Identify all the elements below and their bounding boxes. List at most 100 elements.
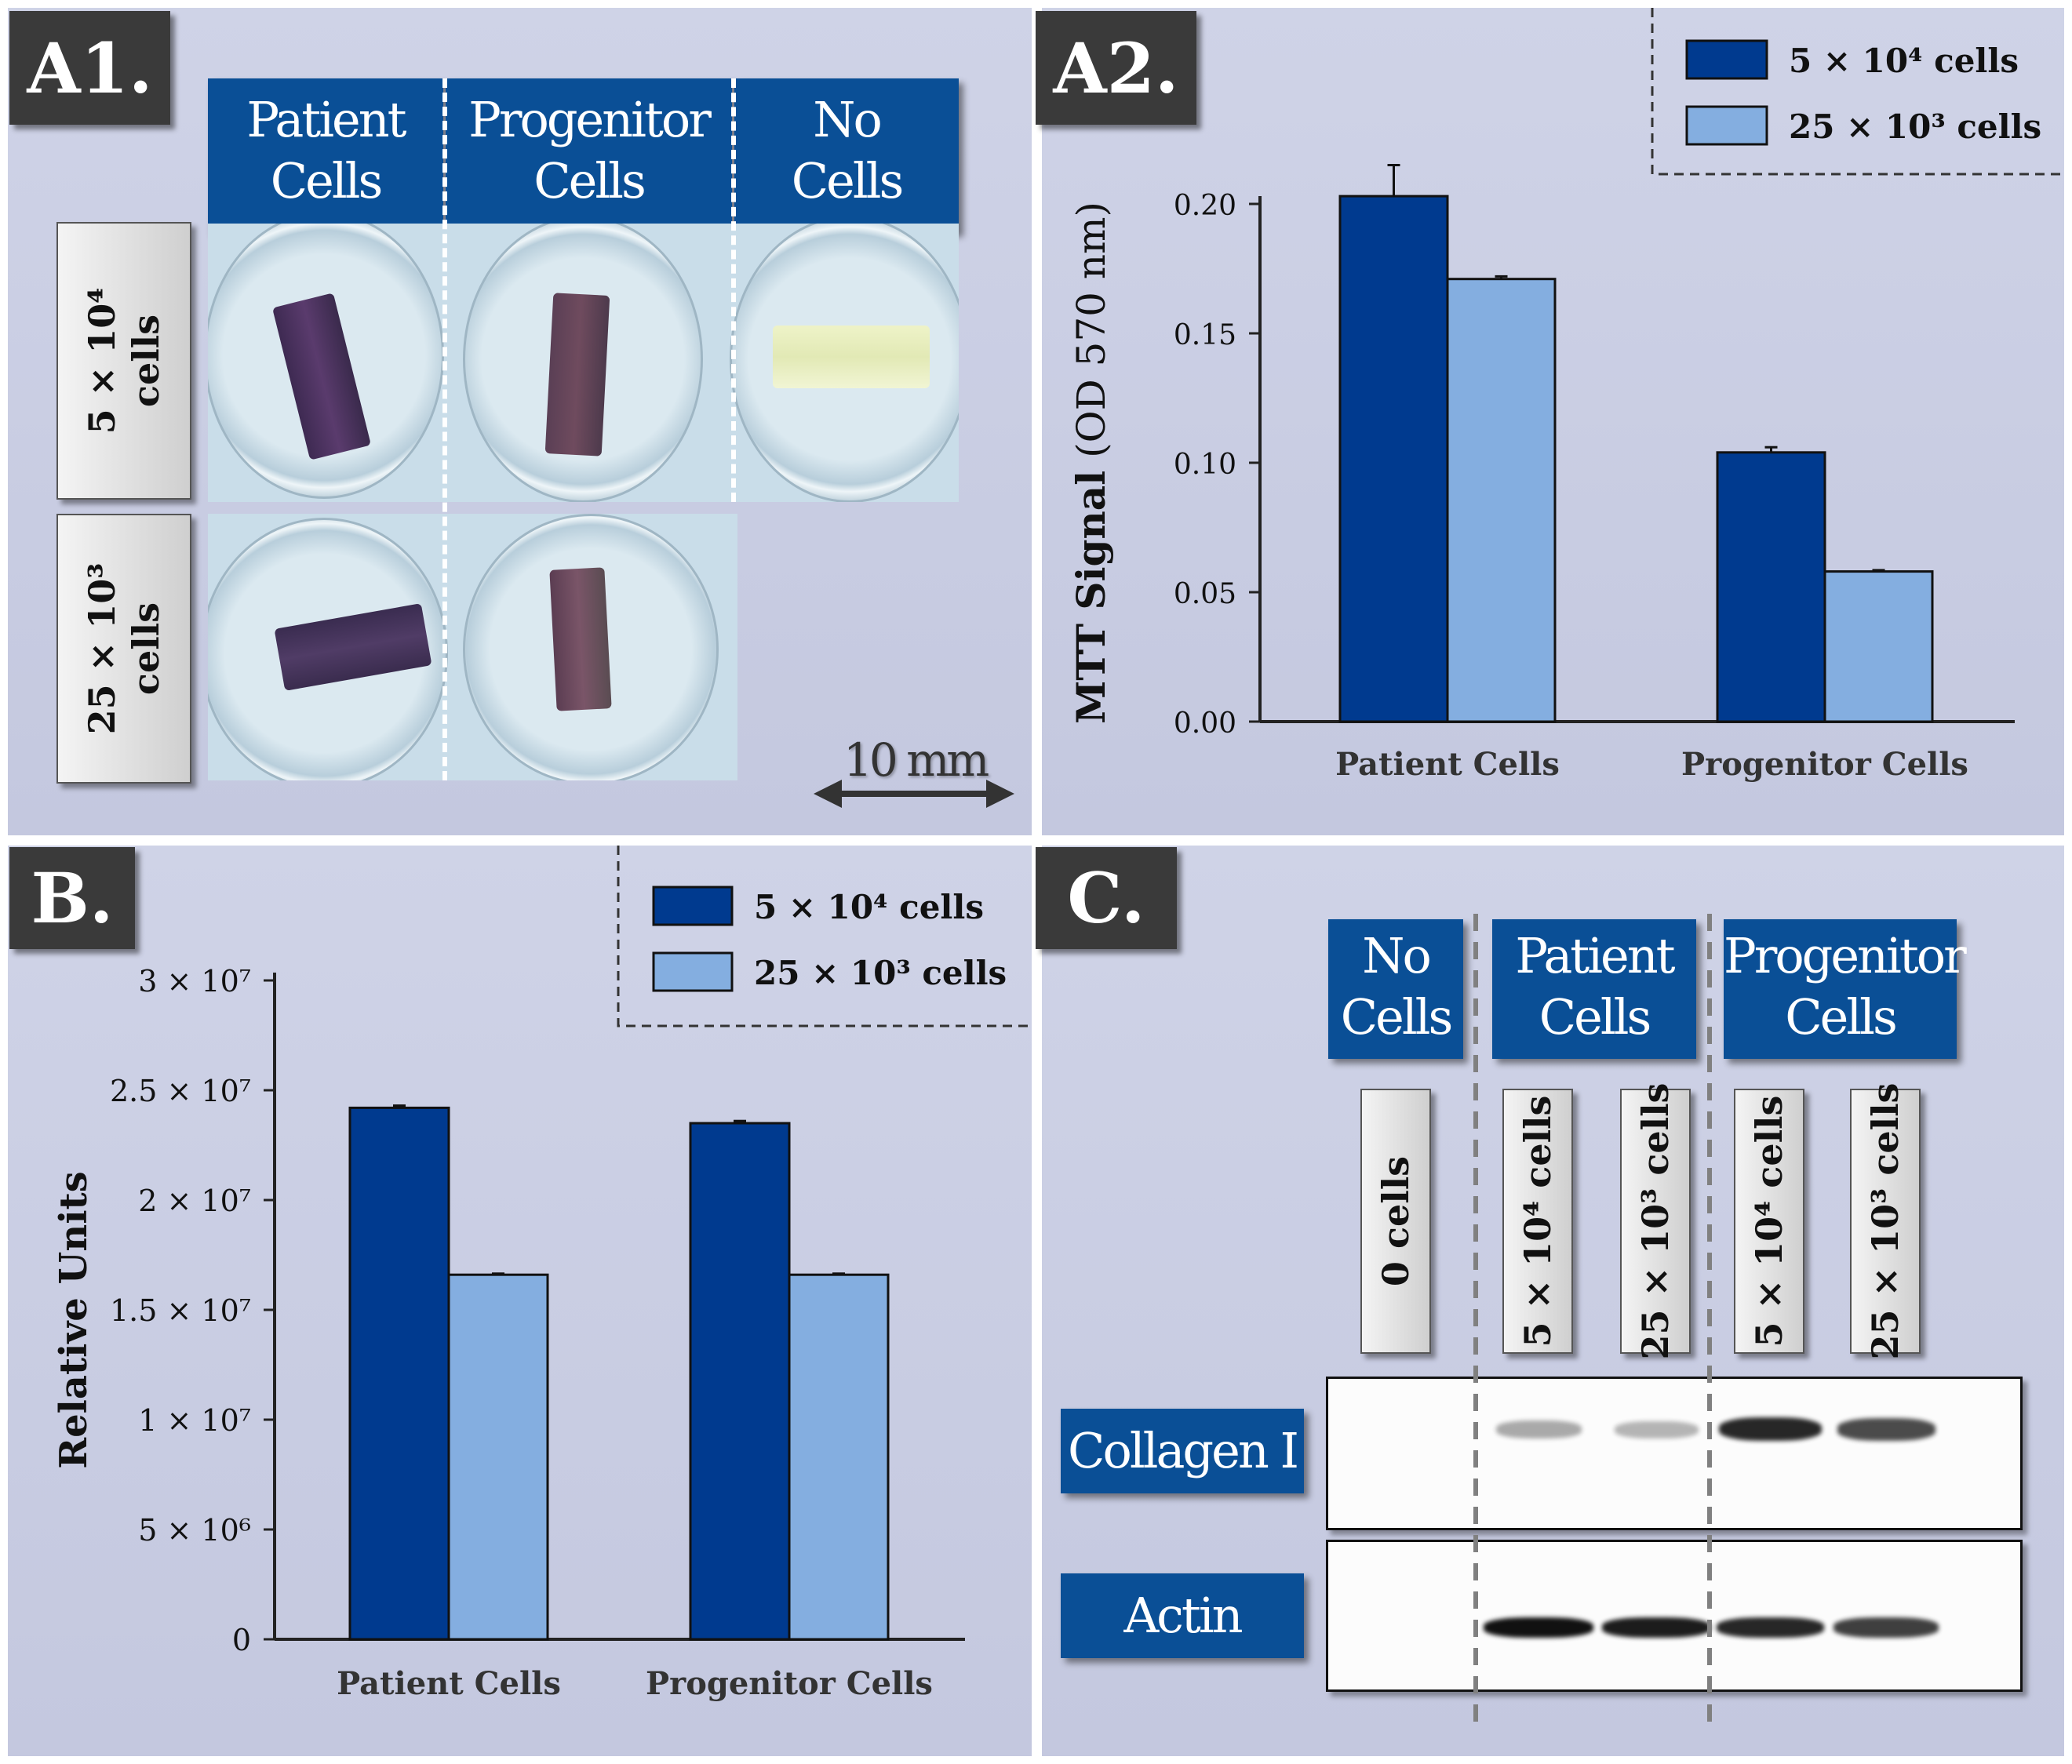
y-tick-label: 1.5 × 10⁷ [110, 1293, 251, 1328]
legend-swatch-0 [652, 886, 734, 926]
bar-1-1 [788, 1273, 890, 1641]
a1-scale-bar-arrow [814, 780, 1014, 808]
a1-row-header-text: 25 × 10³ cells [80, 563, 168, 735]
x-category-label: Progenitor Cells [646, 1665, 933, 1702]
a1-photo-row-2 [208, 514, 737, 780]
a1-scale-bar-label: 10 mm [843, 733, 989, 787]
legend-swatch-1 [1685, 105, 1768, 146]
a1-col-header-line: No [813, 91, 883, 148]
y-axis-label: MTT Signal (OD 570 nm) [1068, 202, 1114, 724]
y-tick-label: 0.20 [1174, 190, 1236, 222]
x-category-label: Patient Cells [1335, 746, 1560, 783]
c-lane-label-1: 5 × 10⁴ cells [1502, 1089, 1573, 1354]
c-lane-dividers [1473, 914, 1712, 1722]
c-blot-actin [1326, 1540, 2023, 1692]
a1-col-header-patient: Patient Cells [208, 78, 443, 232]
bar-0-0 [1338, 195, 1449, 723]
c-lane-label-2: 25 × 10³ cells [1620, 1083, 1691, 1359]
panel-a1-label: A1. [9, 11, 170, 125]
panel-a2-label: A2. [1036, 11, 1196, 125]
a1-row-header-text: 5 × 10⁴ cells [80, 288, 168, 435]
a1-col-header-line: Cells [791, 152, 905, 209]
c-blot-collagen [1326, 1377, 2023, 1530]
x-category-label: Patient Cells [337, 1665, 561, 1702]
a1-row-header-25e3: 25 × 10³ cells [56, 514, 191, 784]
c-group-header-patient: Patient Cells [1492, 919, 1696, 1059]
c-group-header-line: No [1362, 927, 1432, 984]
chart-a2-mtt: 0.00 0.05 0.10 0.15 0.20 Patient Cells Progeni… [1068, 8, 2064, 783]
y-tick-label: 1 × 10⁷ [138, 1403, 251, 1438]
bar-0-1 [447, 1273, 549, 1641]
bar-0-0 [348, 1106, 450, 1641]
collagen-band-lane-3 [1718, 1417, 1822, 1442]
y-tick-label: 2 × 10⁷ [138, 1184, 251, 1218]
bar-1-1 [1823, 570, 1934, 723]
legend-label-0: 5 × 10⁴ cells [1789, 42, 2019, 80]
a1-row-header-line: cells [125, 602, 167, 696]
bar-1-0 [689, 1122, 791, 1641]
bar-0-1 [1446, 278, 1557, 723]
c-blot-label-collagen: Collagen I [1061, 1409, 1304, 1493]
x-category-label: Progenitor Cells [1681, 746, 1968, 783]
actin-band-lane-3 [1716, 1617, 1824, 1638]
c-group-header-line: Cells [1340, 988, 1454, 1046]
legend-swatch-0 [1685, 39, 1768, 80]
y-tick-label: 5 × 10⁶ [138, 1513, 251, 1548]
y-tick-label: 0.15 [1174, 319, 1236, 351]
y-axis-label-bold: MTT Signal [1068, 471, 1114, 724]
c-blot-label-actin: Actin [1061, 1573, 1304, 1658]
c-lane-label-text: 0 cells [1375, 1155, 1417, 1287]
panel-b-label: B. [9, 847, 135, 949]
c-group-header-line: Cells [1785, 988, 1898, 1046]
actin-band-lane-1 [1484, 1617, 1593, 1638]
a1-photo-row-1 [208, 224, 959, 502]
a1-row-header-line: 5 × 10⁴ [81, 287, 123, 435]
a1-divider-1 [442, 78, 447, 780]
a1-row-header-line: cells [125, 314, 167, 408]
panel-c-label: C. [1036, 847, 1177, 949]
y-tick-label: 2.5 × 10⁷ [110, 1074, 251, 1108]
c-lane-label-0: 0 cells [1360, 1089, 1431, 1354]
y-tick-label: 0.10 [1174, 449, 1236, 481]
c-group-header-line: Cells [1539, 988, 1652, 1046]
y-tick-label: 0 [232, 1623, 251, 1657]
scaffold-progenitor-25e3 [549, 567, 612, 711]
a1-col-header-line: Cells [270, 152, 384, 209]
legend-swatch-1 [652, 951, 734, 992]
chart-b-relative-units: 0 5 × 10⁶ 1 × 10⁷ 1.5 × 10⁷ 2 × 10⁷ 2.5 × 10⁷… [52, 846, 1032, 1702]
scaffold-progenitor-5e4 [544, 293, 610, 456]
collagen-band-lane-1 [1495, 1420, 1582, 1439]
a1-divider-2 [731, 78, 736, 502]
actin-band-lane-2 [1601, 1617, 1711, 1638]
c-lane-label-3: 5 × 10⁴ cells [1734, 1089, 1804, 1354]
scaffold-no-cells [773, 326, 930, 388]
y-axis-label-rest: (OD 570 nm) [1069, 202, 1114, 471]
legend-label-1: 25 × 10³ cells [1789, 107, 2041, 146]
a1-row-header-line: 25 × 10³ [81, 562, 123, 735]
y-tick-label: 0.05 [1174, 578, 1236, 610]
c-lane-label-text: 5 × 10⁴ cells [1748, 1095, 1790, 1348]
actin-band-lane-4 [1833, 1617, 1939, 1638]
c-lane-label-text: 25 × 10³ cells [1864, 1082, 1906, 1360]
c-group-header-no-cells: No Cells [1328, 919, 1463, 1059]
c-group-header-line: Progenitor [1724, 927, 1967, 984]
y-tick-label: 3 × 10⁷ [138, 964, 251, 998]
a1-col-header-no-cells: No Cells [734, 78, 959, 232]
legend-frame [1651, 8, 2064, 176]
bar-1-0 [1716, 451, 1826, 723]
y-tick-label: 0.00 [1174, 707, 1236, 740]
legend-label-1: 25 × 10³ cells [754, 954, 1007, 992]
a1-col-header-progenitor: Progenitor Cells [446, 78, 732, 232]
legend-frame [617, 846, 1032, 1027]
legend-label-0: 5 × 10⁴ cells [754, 888, 984, 926]
c-group-header-line: Patient [1515, 927, 1675, 984]
a1-col-header-line: Cells [533, 152, 646, 209]
collagen-band-lane-4 [1837, 1418, 1935, 1441]
a1-row-header-5e4: 5 × 10⁴ cells [56, 222, 191, 500]
c-group-header-progenitor: Progenitor Cells [1724, 919, 1967, 1059]
collagen-band-lane-2 [1614, 1420, 1699, 1438]
c-lane-label-4: 25 × 10³ cells [1850, 1083, 1921, 1359]
a1-col-header-line: Progenitor [468, 91, 712, 148]
y-axis-label: Relative Units [52, 1171, 96, 1469]
a1-col-header-line: Patient [246, 91, 406, 148]
